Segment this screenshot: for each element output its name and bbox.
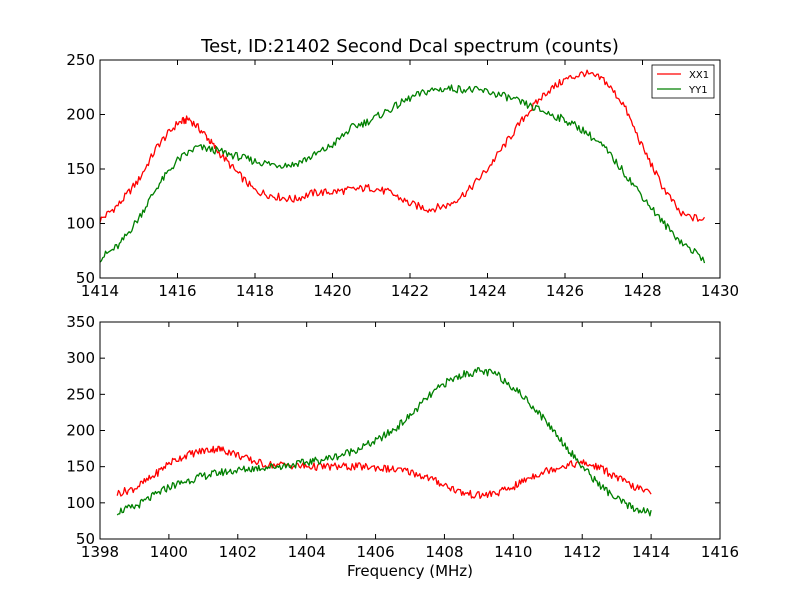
bottom-x-axis-label: Frequency (MHz): [347, 562, 473, 580]
bottom-series-line-green: [116, 367, 652, 517]
legend-box: [651, 64, 715, 99]
top-x-tick-label: 1418: [236, 282, 274, 300]
bottom-x-tick-label: 1398: [81, 543, 119, 561]
bottom-y-tick-label: 200: [66, 422, 95, 440]
top-x-tick-label: 1414: [81, 282, 119, 300]
top-x-tick-label: 1428: [623, 282, 661, 300]
top-y-tick-label: 250: [66, 51, 95, 69]
bottom-x-tick-label: 1410: [494, 543, 532, 561]
top-y-tick-label: 100: [66, 215, 95, 233]
top-series-line-xx1: [99, 69, 706, 223]
top-x-tick-label: 1424: [468, 282, 506, 300]
top-x-tick-label: 1420: [313, 282, 351, 300]
top-y-tick-label: 150: [66, 160, 95, 178]
top-plot-frame: [99, 59, 721, 279]
bottom-series-line-red: [116, 445, 652, 500]
bottom-y-tick-label: 300: [66, 349, 95, 367]
bottom-y-tick-label: 100: [66, 494, 95, 512]
bottom-y-tick-label: 50: [76, 530, 95, 548]
bottom-x-tick-label: 1414: [632, 543, 670, 561]
bottom-y-tick-label: 350: [66, 313, 95, 331]
bottom-x-tick-label: 1400: [150, 543, 188, 561]
bottom-x-tick-label: 1406: [356, 543, 394, 561]
bottom-y-tick-label: 250: [66, 385, 95, 403]
bottom-x-tick-label: 1416: [701, 543, 739, 561]
top-y-tick-label: 200: [66, 106, 95, 124]
legend-label-yy1: YY1: [688, 85, 708, 96]
top-x-tick-label: 1426: [546, 282, 584, 300]
bottom-x-tick-label: 1408: [425, 543, 463, 561]
bottom-x-tick-label: 1402: [219, 543, 257, 561]
bottom-y-tick-label: 150: [66, 458, 95, 476]
bottom-x-tick-label: 1404: [288, 543, 326, 561]
bottom-x-tick-label: 1412: [563, 543, 601, 561]
top-series-line-yy1: [99, 84, 706, 264]
legend-label-xx1: XX1: [689, 70, 709, 81]
top-y-tick-label: 50: [76, 269, 95, 287]
top-x-tick-label: 1416: [158, 282, 196, 300]
top-x-tick-label: 1422: [391, 282, 429, 300]
legend: XX1 YY1: [651, 64, 715, 99]
bottom-plot-frame: [99, 321, 721, 540]
top-x-tick-label: 1430: [701, 282, 739, 300]
top-chart-title: Test, ID:21402 Second Dcal spectrum (cou…: [200, 36, 619, 57]
